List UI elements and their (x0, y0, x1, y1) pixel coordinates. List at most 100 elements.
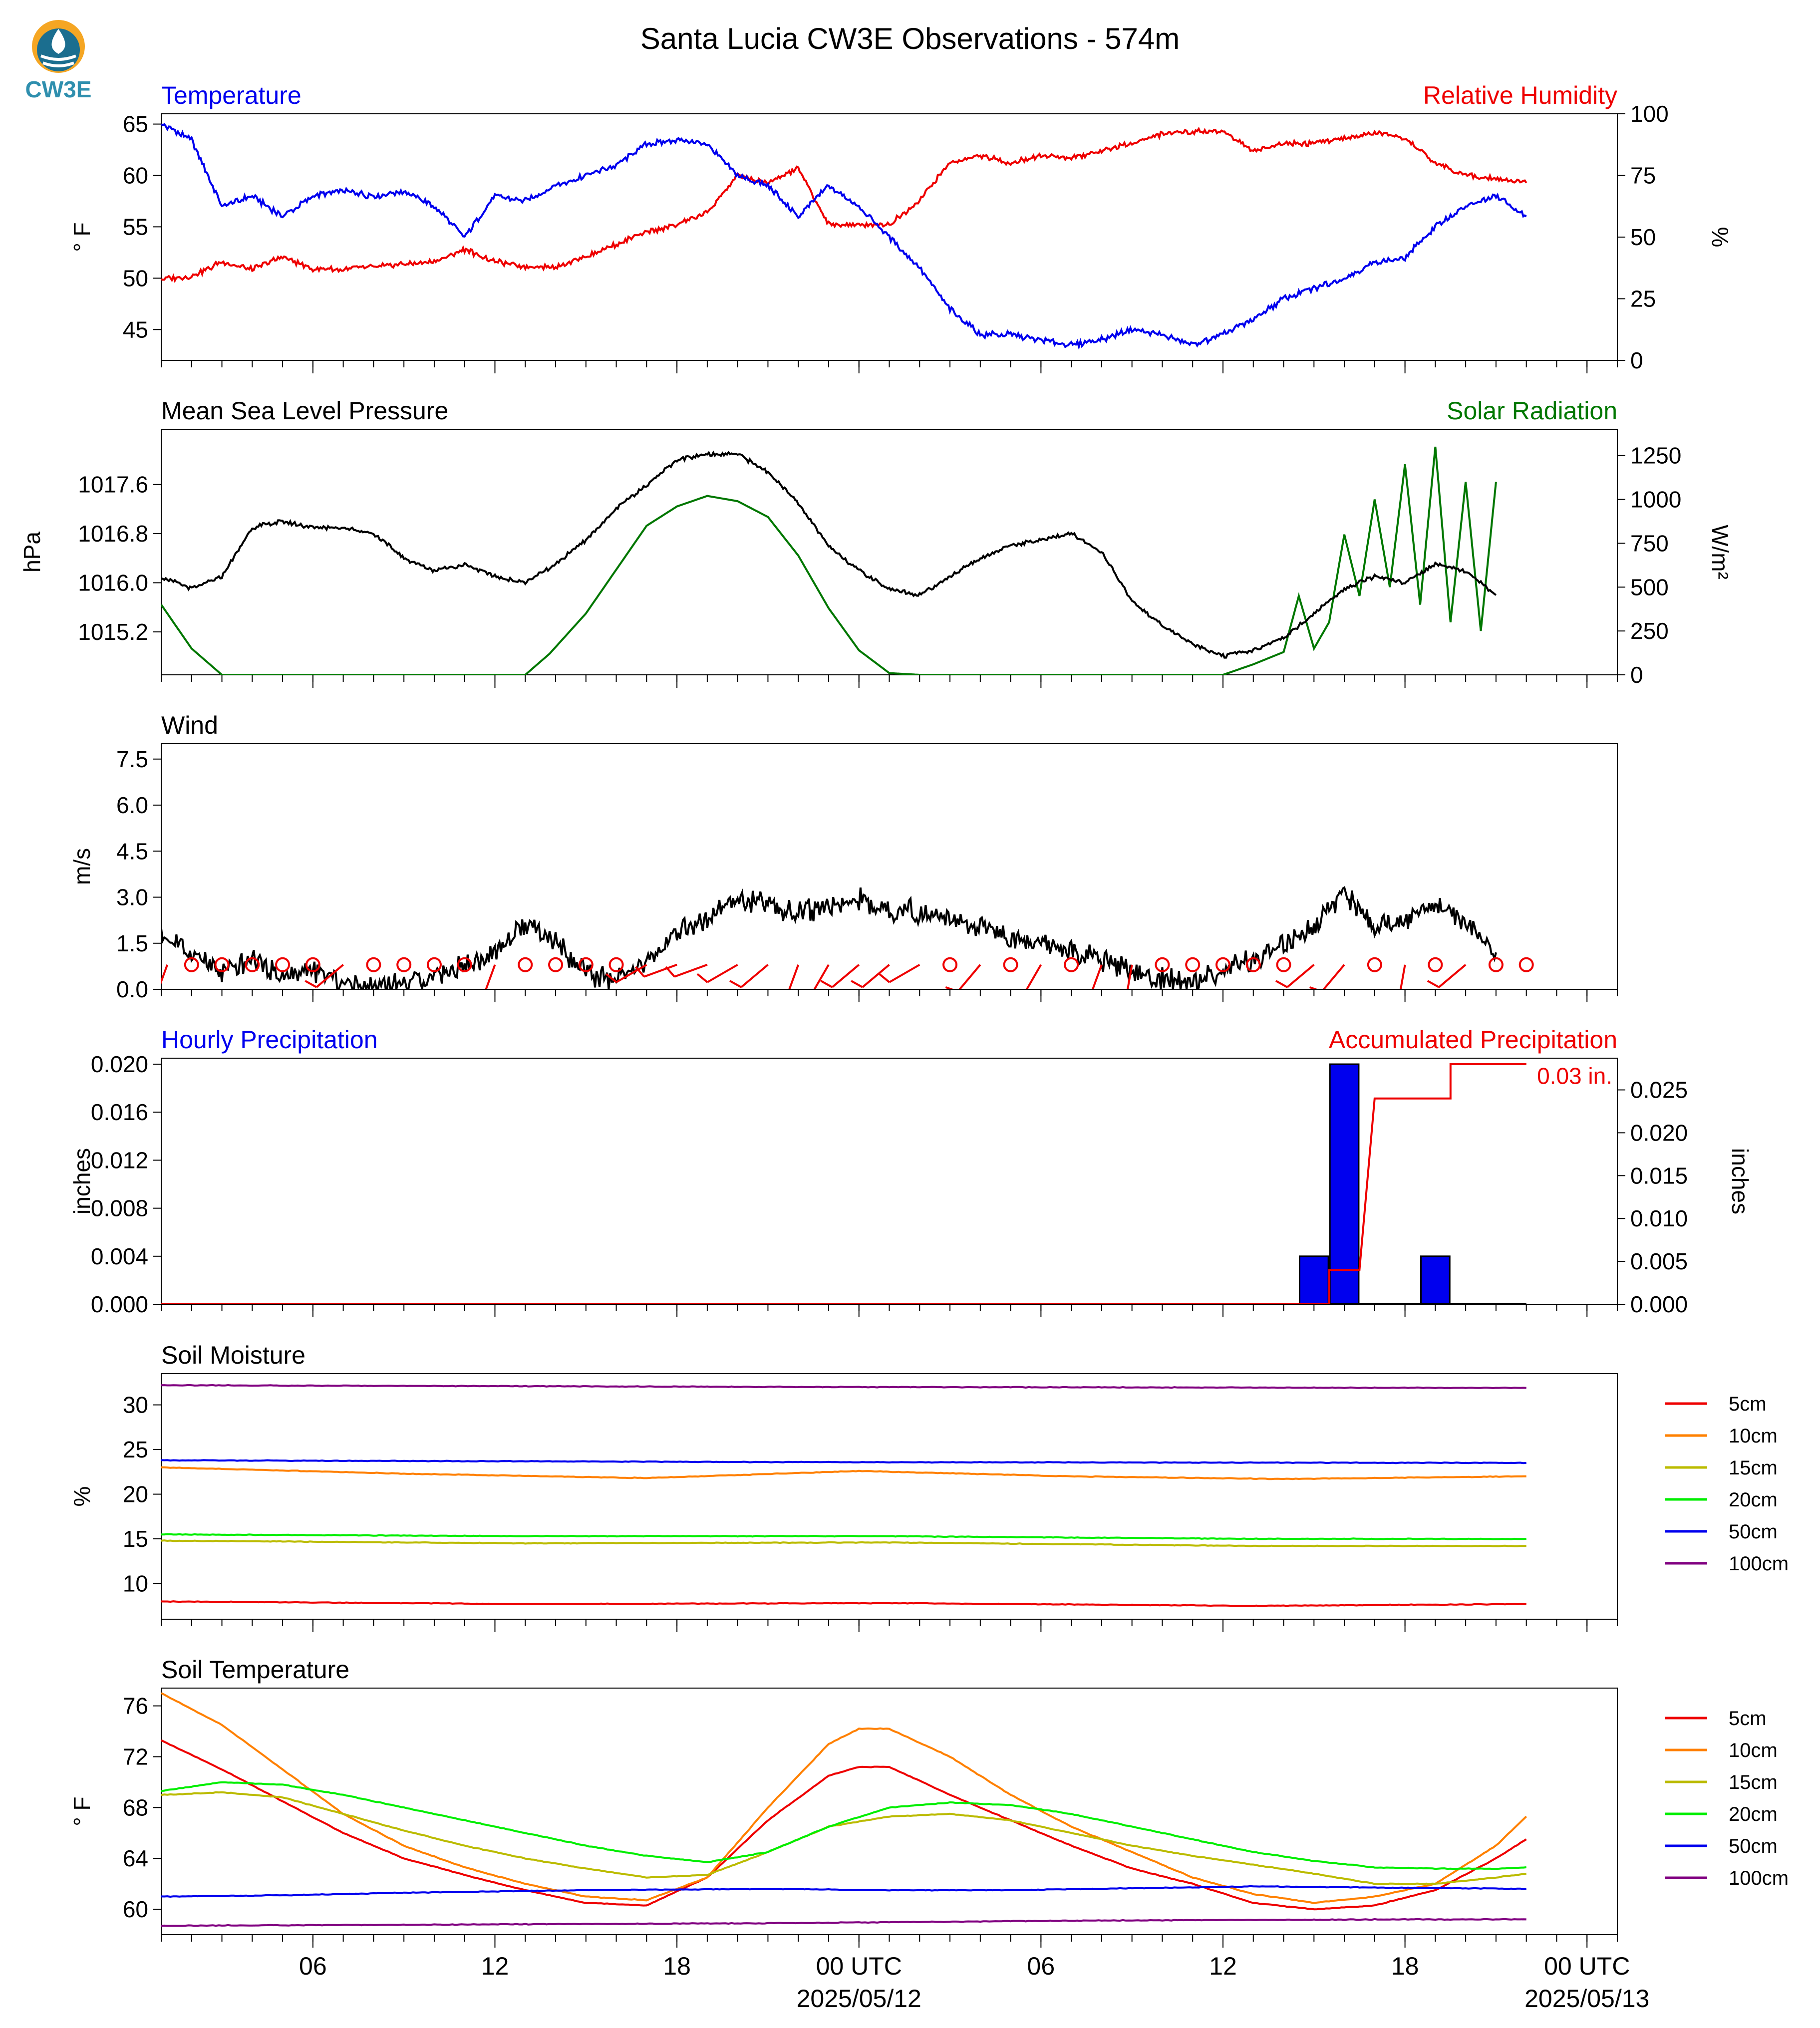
panel-title-left: Wind (161, 711, 218, 739)
y-tick-label-right: 0.010 (1630, 1205, 1688, 1231)
wind-barb-staff (788, 964, 800, 989)
legend-label: 10cm (1729, 1425, 1778, 1447)
wind-barb-flag (945, 986, 955, 989)
wind-barb-calm (942, 957, 958, 972)
accumulated-total-annotation: 0.03 in. (1537, 1063, 1612, 1089)
cw3e-logo-text: CW3E (25, 76, 92, 102)
legend-label: 10cm (1729, 1739, 1778, 1761)
y-axis-label-right: inches (1727, 1148, 1753, 1214)
wind-barb-calm (275, 957, 291, 972)
y-axis-label: ° F (69, 1796, 95, 1826)
y-tick-label: 20 (123, 1481, 148, 1507)
panel-content (161, 1063, 1526, 1304)
wind-barb-calm (1215, 957, 1230, 972)
y-tick-label: 1017.6 (78, 472, 148, 498)
y-tick-label-right: 0.005 (1630, 1248, 1688, 1274)
precip-bar (1298, 1255, 1329, 1304)
wind-barb-flag (1309, 986, 1319, 989)
panel-soil-moisture: Soil Moisture1015202530%5cm10cm15cm20cm5… (69, 1341, 1789, 1632)
wind-barb-staff (674, 963, 708, 978)
y-tick-label: 72 (123, 1744, 148, 1770)
panel-title-left: Hourly Precipitation (161, 1026, 378, 1054)
panel-mean-sea-level-pressure: Mean Sea Level Pressure Solar Radiation 10… (19, 397, 1733, 688)
x-tick-label: 18 (1391, 1952, 1419, 1980)
wind-barb-calm (1245, 957, 1261, 972)
y-tick-label: 76 (123, 1693, 148, 1719)
wind-barb-staff (1438, 964, 1467, 988)
wind-barb-staff (615, 964, 647, 983)
x-tick-label: 00 UTC (1544, 1952, 1630, 1980)
wind-barb-calm (518, 957, 533, 972)
y-tick-label: 0.004 (91, 1243, 148, 1269)
series-soil-15cm (161, 1791, 1526, 1885)
y-tick-label: 25 (123, 1437, 148, 1462)
y-axis-label: inches (69, 1148, 95, 1214)
y-axis-label: % (69, 1486, 95, 1507)
y-tick-label: 65 (123, 111, 148, 137)
chart-panels: Temperature Relative Humidity 45 50 55 60 65 ° … (19, 81, 1789, 2013)
series-soil-5cm (161, 1600, 1526, 1607)
x-tick-label: 18 (663, 1952, 691, 1980)
y-tick-label-right: 0.000 (1630, 1291, 1688, 1317)
legend: 5cm 10cm 15cm 20cm 50cm 100cm (1665, 1393, 1789, 1575)
wind-barb-calm (1003, 957, 1018, 972)
wind-barb-calm (608, 957, 624, 972)
legend-label: 50cm (1729, 1835, 1778, 1857)
x-date-label: 2025/05/13 (1524, 1985, 1649, 2013)
panel-title-left: Soil Moisture (161, 1341, 305, 1369)
series-soil-20cm (161, 1533, 1526, 1540)
panel-content (161, 446, 1497, 675)
wind-barb-staff (1286, 964, 1315, 988)
series-mean-sea-level-pressure (161, 450, 1497, 659)
wind-barb-calm (457, 957, 472, 972)
y-tick-label: 0.0 (116, 976, 148, 1002)
series-relative-humidity (161, 126, 1527, 284)
panel-hourly-precipitation: Hourly Precipitation Accumulated Precipit… (69, 1026, 1753, 1317)
series-soil-10cm (161, 1466, 1526, 1480)
y-tick-label: 15 (123, 1526, 148, 1552)
y-tick-label-right: 75 (1630, 163, 1656, 189)
series-solar-radiation (161, 446, 1497, 675)
cw3e-sun-drop-logo-icon (32, 20, 85, 73)
wind-barb-staff (740, 964, 769, 988)
y-tick-label: 10 (123, 1570, 148, 1596)
series-soil-100cm (161, 1918, 1526, 1927)
x-tick-label: 06 (1027, 1952, 1055, 1980)
wind-barb-calm (1276, 957, 1291, 972)
wind-barbs (161, 957, 1534, 989)
y-tick-label-right: 250 (1630, 618, 1669, 644)
wind-barb-calm (1518, 957, 1534, 972)
series-temperature (161, 123, 1527, 350)
y-tick-label-right: 0 (1630, 662, 1643, 688)
series-soil-10cm (161, 1692, 1527, 1905)
y-tick-label-right: 25 (1630, 286, 1656, 312)
y-tick-label: 1016.8 (78, 521, 148, 547)
panel-title-right: Accumulated Precipitation (1329, 1026, 1617, 1054)
y-tick-label: 55 (123, 214, 148, 240)
wind-barb-staff (161, 964, 169, 985)
y-tick-label: 50 (123, 265, 148, 291)
panel-title-right: Relative Humidity (1423, 81, 1617, 109)
panel-title-left: Soil Temperature (161, 1656, 349, 1684)
y-tick-label-right: 0 (1630, 347, 1643, 373)
x-tick-label: 00 UTC (816, 1952, 902, 1980)
y-tick-label-right: 1250 (1630, 443, 1681, 469)
series-soil-50cm (161, 1459, 1526, 1464)
wind-barb-calm (1488, 957, 1504, 972)
y-tick-label-right: 50 (1630, 224, 1656, 250)
y-tick-label-right: 0.015 (1630, 1162, 1688, 1188)
series-accumulated-precipitation (161, 1063, 1526, 1304)
y-tick-label-right: 500 (1630, 574, 1669, 600)
series-soil-15cm (161, 1539, 1526, 1547)
wind-barb-calm (1428, 957, 1443, 972)
y-tick-label: 0.016 (91, 1099, 148, 1125)
wind-barb-staff (889, 964, 920, 983)
y-tick-label-right: 100 (1630, 101, 1669, 127)
legend-label: 5cm (1729, 1393, 1767, 1415)
wind-barb-calm (184, 957, 199, 972)
y-axis-label: ° F (69, 222, 95, 252)
precip-bar (1420, 1255, 1451, 1304)
wind-barb-staff (958, 964, 981, 989)
y-axis-label-right: W/m² (1707, 525, 1733, 579)
figure-title: Santa Lucia CW3E Observations - 574m (640, 22, 1180, 55)
